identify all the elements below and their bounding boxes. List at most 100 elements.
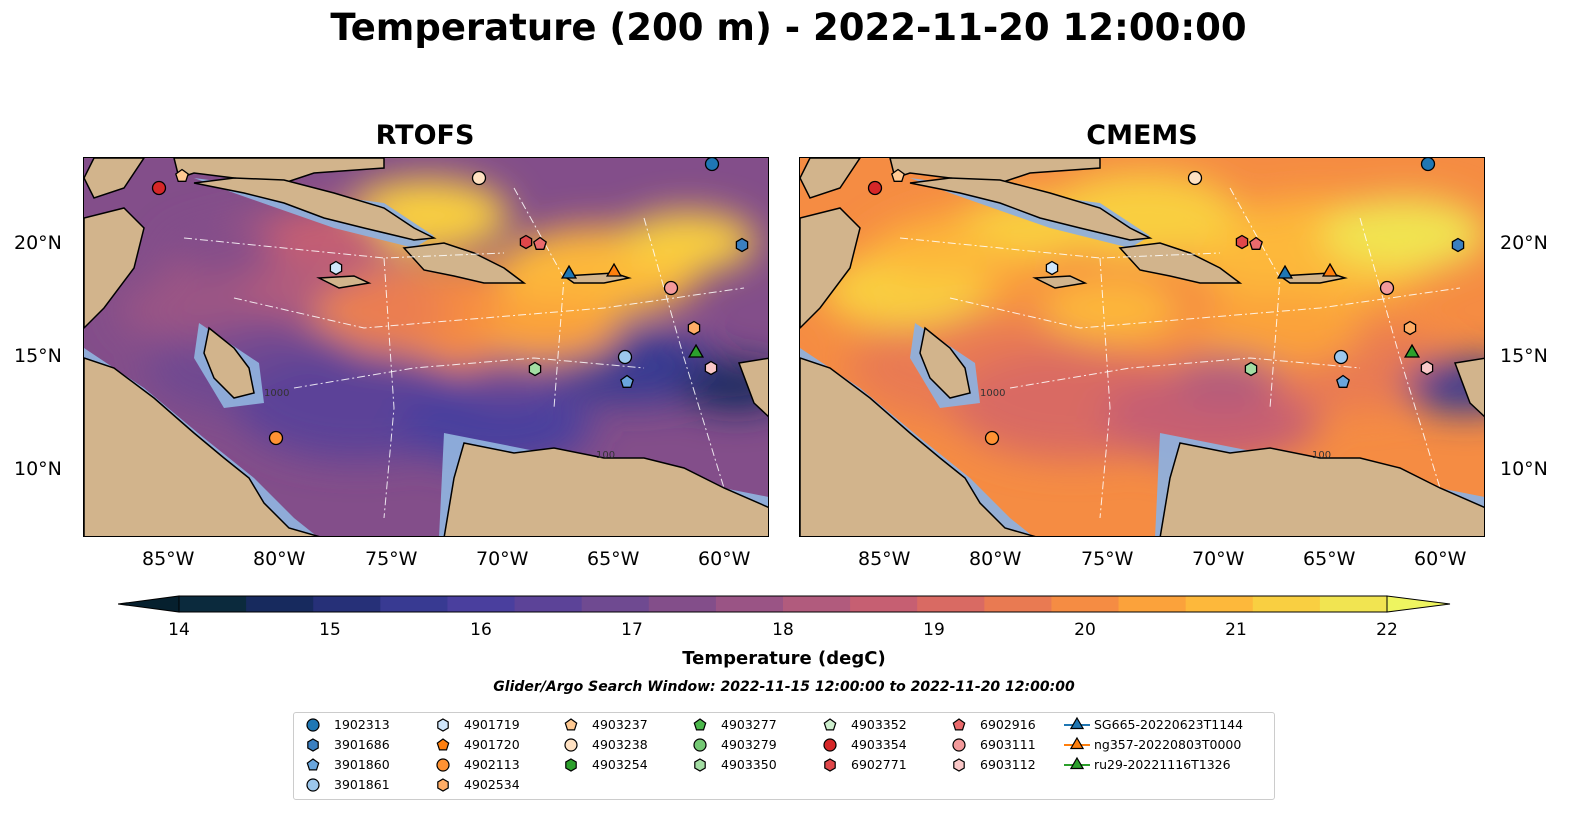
land-mass bbox=[84, 158, 145, 199]
boundary-line bbox=[643, 217, 725, 489]
colorbar-swatch bbox=[179, 596, 247, 612]
lat-label-10n-right: 10°N bbox=[1500, 458, 1548, 480]
legend-marker bbox=[306, 718, 320, 732]
legend-marker bbox=[952, 738, 966, 752]
land-mass bbox=[800, 207, 861, 330]
search-window-text: Glider/Argo Search Window: 2022-11-15 12… bbox=[493, 679, 1075, 695]
legend-marker bbox=[306, 758, 320, 771]
marker-4903354 bbox=[867, 180, 883, 196]
colorbar-swatch bbox=[313, 596, 381, 612]
land-mass bbox=[1159, 442, 1484, 536]
legend-marker bbox=[436, 758, 450, 772]
legend-marker bbox=[693, 738, 707, 752]
marker-4903350 bbox=[1244, 361, 1258, 377]
colorbar-label: Temperature (degC) bbox=[682, 648, 886, 669]
figure-title: Temperature (200 m) - 2022-11-20 12:00:0… bbox=[330, 6, 1247, 49]
colorbar-tick-label: 16 bbox=[470, 620, 492, 640]
marker-6902916 bbox=[533, 236, 547, 250]
marker-3901861 bbox=[617, 349, 633, 365]
colorbar-swatch bbox=[447, 596, 516, 612]
legend-marker bbox=[823, 738, 837, 752]
legend-label: 4903354 bbox=[851, 737, 907, 752]
colorbar-swatch bbox=[783, 596, 851, 612]
lat-label-15n-right: 15°N bbox=[1500, 345, 1548, 367]
legend-marker bbox=[1069, 716, 1085, 730]
marker-ng357-20220803T0000 bbox=[1321, 262, 1339, 277]
lon-label-60w: 60°W bbox=[1414, 548, 1467, 570]
marker-6902771 bbox=[519, 234, 533, 250]
land-mass bbox=[402, 242, 527, 284]
lat-label-15n-left: 15°N bbox=[14, 345, 62, 367]
legend-label: 3901686 bbox=[334, 737, 390, 752]
colorbar-tick-label: 15 bbox=[319, 620, 341, 640]
lon-label-65w: 65°W bbox=[587, 548, 640, 570]
legend-marker bbox=[823, 718, 837, 731]
marker-4903237 bbox=[175, 168, 189, 182]
legend-label: 4901720 bbox=[464, 737, 520, 752]
land-mass bbox=[909, 177, 1153, 241]
marker-SG665-20220623T1144 bbox=[1276, 264, 1294, 279]
marker-6903112 bbox=[704, 360, 718, 376]
lat-label-10n-left: 10°N bbox=[14, 458, 62, 480]
legend-marker bbox=[437, 778, 449, 792]
marker-4903350 bbox=[528, 361, 542, 377]
marker-6903111 bbox=[663, 280, 679, 296]
legend-marker bbox=[952, 718, 966, 731]
contour-label: 100 bbox=[596, 450, 615, 461]
colorbar-swatch bbox=[850, 596, 918, 612]
lon-label-65w: 65°W bbox=[1303, 548, 1356, 570]
colorbar-tick-label: 19 bbox=[923, 620, 945, 640]
marker-ru29-20221116T1326 bbox=[687, 343, 705, 358]
colorbar-under-triangle bbox=[117, 595, 180, 613]
legend-marker bbox=[953, 758, 965, 772]
marker-4903238 bbox=[471, 170, 487, 186]
legend-label: 6903112 bbox=[980, 757, 1036, 772]
colorbar-swatch bbox=[1051, 596, 1120, 612]
marker-4902113 bbox=[268, 430, 284, 446]
map-panel-rtofs: 1000 100 bbox=[83, 157, 769, 537]
colorbar-swatch bbox=[715, 596, 784, 612]
land-mass bbox=[1453, 357, 1484, 418]
marker-3901860 bbox=[620, 374, 634, 388]
marker-ng357-20220803T0000 bbox=[605, 262, 623, 277]
marker-1902313 bbox=[704, 158, 720, 172]
legend-marker bbox=[307, 738, 319, 752]
land-mass bbox=[443, 442, 768, 536]
lon-label-70w: 70°W bbox=[476, 548, 529, 570]
colorbar-swatch bbox=[1185, 596, 1254, 612]
colorbar-swatch bbox=[1319, 596, 1388, 612]
boundary-line bbox=[1099, 257, 1111, 519]
colorbar-tick-label: 22 bbox=[1376, 620, 1398, 640]
marker-4903354 bbox=[151, 180, 167, 196]
map-canvas: 1000 100 bbox=[84, 158, 768, 536]
colorbar-tick-label: 17 bbox=[621, 620, 643, 640]
legend-marker bbox=[1069, 736, 1085, 750]
marker-4901719 bbox=[329, 260, 343, 276]
marker-6902771 bbox=[1235, 234, 1249, 250]
colorbar-swatch bbox=[648, 596, 717, 612]
marker-4902534 bbox=[1403, 320, 1417, 336]
colorbar-swatch bbox=[1252, 596, 1321, 612]
marker-3901686 bbox=[735, 237, 749, 253]
legend-label: ng357-20220803T0000 bbox=[1094, 737, 1242, 752]
marker-4902113 bbox=[984, 430, 1000, 446]
marker-3901860 bbox=[1336, 374, 1350, 388]
contour-label: 1000 bbox=[980, 388, 1005, 399]
legend-marker bbox=[1069, 756, 1085, 770]
legend-label: 4903254 bbox=[592, 757, 648, 772]
boundary-line bbox=[1359, 217, 1441, 489]
colorbar-tick-label: 20 bbox=[1074, 620, 1096, 640]
land-mass bbox=[203, 326, 255, 399]
legend-label: SG665-20220623T1144 bbox=[1094, 717, 1244, 732]
legend-marker bbox=[564, 738, 578, 752]
land-mass bbox=[800, 357, 1036, 536]
marker-4903237 bbox=[891, 168, 905, 182]
legend-label: 4902113 bbox=[464, 757, 520, 772]
colorbar-swatch bbox=[581, 596, 650, 612]
boundary-line bbox=[949, 287, 1461, 329]
colorbar-swatch bbox=[380, 596, 448, 612]
legend-label: 4903277 bbox=[721, 717, 777, 732]
legend-marker bbox=[436, 738, 450, 751]
colorbar-tick-label: 14 bbox=[168, 620, 190, 640]
legend-label: 4903237 bbox=[592, 717, 648, 732]
